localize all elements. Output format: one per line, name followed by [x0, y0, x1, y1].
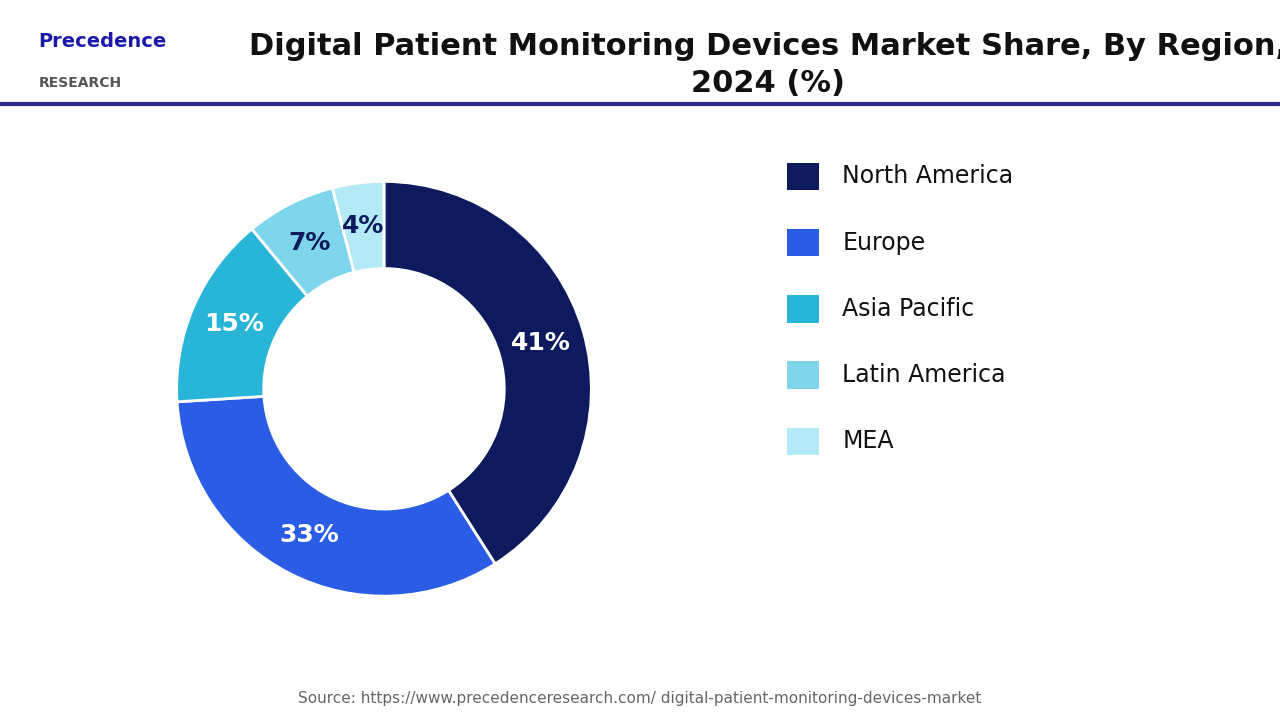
- Text: MEA: MEA: [842, 429, 893, 454]
- Text: Digital Patient Monitoring Devices Market Share, By Region,
2024 (%): Digital Patient Monitoring Devices Marke…: [248, 32, 1280, 99]
- Wedge shape: [252, 188, 355, 296]
- Text: Latin America: Latin America: [842, 363, 1006, 387]
- Text: North America: North America: [842, 164, 1014, 189]
- Text: Asia Pacific: Asia Pacific: [842, 297, 974, 321]
- Text: Europe: Europe: [842, 230, 925, 255]
- Text: Precedence: Precedence: [38, 32, 166, 51]
- Wedge shape: [333, 181, 384, 272]
- Text: 4%: 4%: [342, 215, 385, 238]
- Text: 41%: 41%: [512, 331, 571, 355]
- Wedge shape: [177, 396, 495, 596]
- Text: 15%: 15%: [204, 312, 264, 336]
- Wedge shape: [177, 229, 307, 402]
- Text: 33%: 33%: [280, 523, 339, 546]
- Text: RESEARCH: RESEARCH: [38, 76, 122, 89]
- Wedge shape: [384, 181, 591, 564]
- Text: Source: https://www.precedenceresearch.com/ digital-patient-monitoring-devices-m: Source: https://www.precedenceresearch.c…: [298, 690, 982, 706]
- Text: 7%: 7%: [288, 231, 330, 255]
